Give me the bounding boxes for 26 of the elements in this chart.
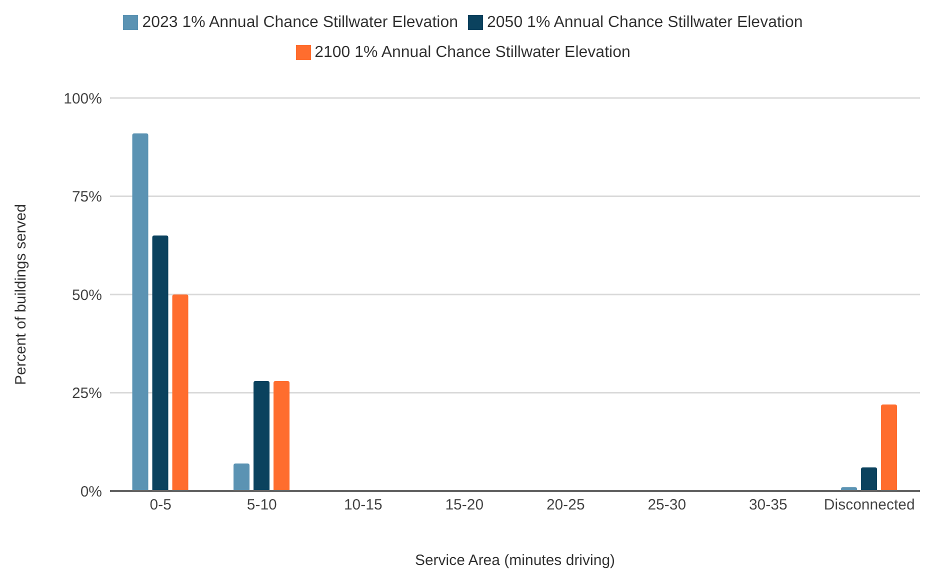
x-tick-label: 0-5 — [150, 496, 172, 514]
y-tick-label: 75% — [72, 188, 102, 206]
y-axis-title: Percent of buildings served — [12, 204, 30, 385]
bar — [132, 133, 148, 491]
x-tick-label: 25-30 — [648, 496, 686, 514]
bar — [254, 380, 270, 491]
y-tick-label: 0% — [80, 483, 102, 500]
x-tick-label: 15-20 — [445, 496, 484, 514]
bar — [172, 294, 188, 491]
bar — [861, 467, 878, 491]
x-tick-label: 20-25 — [546, 496, 585, 514]
legend-label: 2023 1% Annual Chance Stillwater Elevation — [142, 14, 458, 31]
x-tick-label: 10-15 — [344, 496, 382, 514]
legend-label: 2100 1% Annual Chance Stillwater Elevation — [314, 44, 630, 61]
y-tick-label: 50% — [72, 286, 102, 304]
y-tick-label: 100% — [64, 90, 102, 108]
x-tick-label: 30-35 — [748, 496, 788, 514]
y-tick-label: 25% — [72, 385, 102, 402]
legend-label: 2050 1% Annual Chance Stillwater Elevation — [487, 14, 803, 31]
x-axis-title: Service Area (minutes driving) — [414, 552, 616, 569]
x-tick-label: 5-10 — [246, 496, 277, 514]
bar — [881, 404, 898, 491]
bar — [234, 463, 250, 491]
x-tick-label: Disconnected — [824, 496, 915, 514]
bar — [152, 236, 168, 491]
bar — [274, 380, 290, 491]
